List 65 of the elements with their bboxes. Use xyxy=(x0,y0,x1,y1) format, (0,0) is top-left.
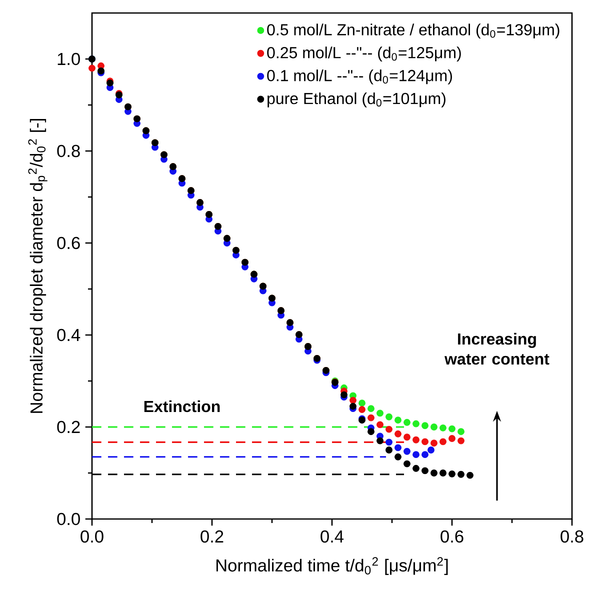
point xyxy=(466,472,474,479)
point xyxy=(368,428,374,436)
point xyxy=(422,467,428,474)
point xyxy=(350,402,356,410)
point xyxy=(440,424,446,432)
point xyxy=(358,400,366,407)
point xyxy=(88,64,96,72)
point xyxy=(386,426,392,433)
legend-label: pure Ethanol (d$_{0}$=101μm) xyxy=(268,92,446,108)
x-tick-label: 0.2 xyxy=(200,530,224,543)
annotation: Extinction xyxy=(144,400,220,412)
point xyxy=(430,470,438,476)
point xyxy=(440,470,446,476)
point xyxy=(448,470,456,478)
legend-label: 0.25 mol/L --"-- (d$_{0}$=125μm) xyxy=(267,46,461,62)
point xyxy=(412,420,420,428)
y-tick-label: 0.4 xyxy=(57,328,80,342)
point xyxy=(386,413,392,420)
point xyxy=(404,460,410,468)
point xyxy=(368,414,374,422)
point xyxy=(386,438,392,446)
point xyxy=(458,470,464,478)
point xyxy=(376,410,384,417)
point xyxy=(458,428,464,436)
point xyxy=(394,430,402,438)
point xyxy=(412,464,420,472)
x-tick-label: 0.0 xyxy=(80,530,104,543)
point xyxy=(404,448,410,455)
y-tick-label: 0.6 xyxy=(57,236,80,250)
point xyxy=(422,422,428,430)
point xyxy=(394,416,402,424)
y-tick-label: 1.0 xyxy=(58,52,80,66)
point xyxy=(376,421,384,428)
x-tick-label: 0.8 xyxy=(560,530,584,543)
legend-label: 0.5 mol/L Zn-nitrate / ethanol (d$_{0}$=139μm) xyxy=(267,24,560,39)
x-tick-label: 0.4 xyxy=(320,530,344,543)
point xyxy=(448,435,456,442)
annotation: Increasing water content xyxy=(444,332,550,365)
point xyxy=(386,446,392,454)
y-tick-label: 0.2 xyxy=(57,420,80,434)
point xyxy=(440,438,446,446)
point xyxy=(358,406,366,413)
point xyxy=(422,438,428,446)
point xyxy=(404,434,410,441)
point xyxy=(430,424,438,430)
point xyxy=(422,451,428,458)
point xyxy=(448,425,456,432)
point xyxy=(430,440,438,447)
x-axis-title: Normalized time t/d$_{0}$$^{2}$ [μs/μm$^{2}$] xyxy=(216,557,448,576)
point xyxy=(340,391,348,398)
point xyxy=(428,446,434,454)
point xyxy=(412,436,420,444)
point xyxy=(394,453,402,460)
point xyxy=(394,444,402,452)
x-tick-label: 0.6 xyxy=(440,530,464,543)
point xyxy=(368,405,374,412)
legend-label: 0.1 mol/L --"-- (d$_{0}$=124μm) xyxy=(267,70,452,84)
y-tick-label: 0.0 xyxy=(57,512,80,526)
point xyxy=(376,437,384,444)
y-axis-title: Normalized droplet diameter d$_{p}$$^{2}$/d$_{0}$$^{2}$ [-] xyxy=(28,118,48,413)
point xyxy=(404,418,410,426)
point xyxy=(412,451,420,458)
point xyxy=(350,396,356,404)
y-tick-label: 0.8 xyxy=(57,144,80,158)
point xyxy=(458,437,464,444)
